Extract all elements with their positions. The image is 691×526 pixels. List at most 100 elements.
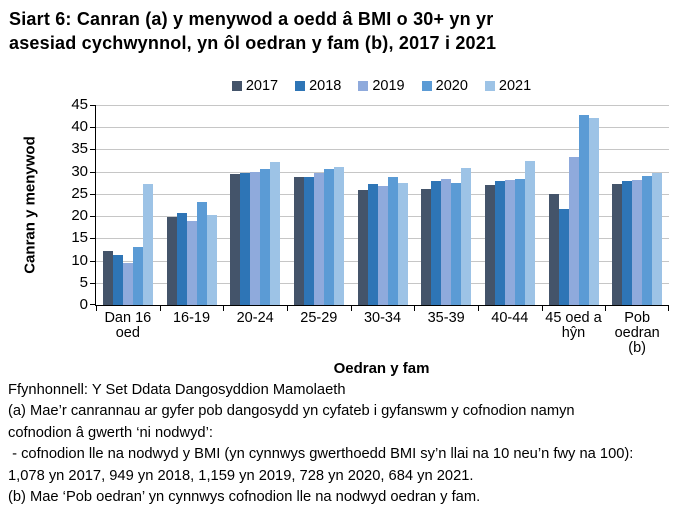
bar <box>357 190 368 305</box>
y-axis-tick-label: 35 <box>71 140 88 158</box>
x-axis-category-label: 35-39 <box>427 310 465 326</box>
legend-swatch-icon <box>295 81 306 91</box>
y-axis-tick-label: 20 <box>71 207 88 225</box>
x-axis-title: Oedran y fam <box>333 360 430 377</box>
x-axis-category-label: 30-34 <box>363 310 402 326</box>
bar <box>642 176 653 305</box>
bar <box>166 216 177 305</box>
legend-swatch-icon <box>358 81 369 91</box>
bar <box>578 114 589 305</box>
bar <box>431 181 442 305</box>
y-axis-tick <box>90 238 95 240</box>
x-axis-category-label: 45 oed a hŷn <box>545 310 602 341</box>
bar <box>568 157 579 305</box>
footnote-a-line-1: (a) Mae’r canrannau ar gyfer pob dangosy… <box>8 403 575 420</box>
x-axis-tick <box>350 306 352 311</box>
legend-swatch-icon <box>231 81 242 91</box>
bar <box>333 167 344 305</box>
bar <box>387 177 398 305</box>
y-axis-tick <box>90 171 95 173</box>
y-axis-tick <box>90 127 95 129</box>
chart-title: Siart 6: Canran (a) y menywod a oedd â B… <box>9 7 687 55</box>
bar <box>186 221 197 305</box>
bar <box>484 185 495 305</box>
gridline <box>96 127 669 129</box>
bar <box>461 167 472 305</box>
footnote-a-line-4: 1,078 yn 2017, 949 yn 2018, 1,159 yn 201… <box>8 467 474 484</box>
bar <box>441 178 452 305</box>
legend-item: 2019 <box>358 78 405 94</box>
bar <box>176 213 187 305</box>
bar <box>494 181 505 305</box>
bar <box>230 174 241 305</box>
bar <box>504 180 515 305</box>
legend-swatch-icon <box>484 81 495 91</box>
legend-label: 2020 <box>435 78 468 94</box>
bar <box>632 179 643 305</box>
x-axis-tick <box>541 306 543 311</box>
bar <box>293 177 304 305</box>
bar <box>142 184 153 305</box>
chart-title-line-1: Siart 6: Canran (a) y menywod a oedd â B… <box>9 9 494 29</box>
bar <box>313 173 324 305</box>
y-axis-tick <box>90 149 95 151</box>
y-axis-tick-label: 25 <box>71 184 88 202</box>
legend-label: 2019 <box>372 78 405 94</box>
bar <box>112 254 123 305</box>
footnote-a-line-2: cofnodion â gwerth ‘ni nodwyd’: <box>8 424 213 441</box>
y-axis-tick <box>90 193 95 195</box>
bar <box>270 162 281 305</box>
y-axis-tick <box>90 304 95 305</box>
gridline <box>96 105 669 106</box>
bar <box>377 186 388 305</box>
bar <box>102 251 113 305</box>
bar <box>196 201 207 305</box>
y-axis-tick <box>90 105 95 106</box>
bar <box>588 117 599 305</box>
legend-item: 2020 <box>421 78 468 94</box>
x-axis-category-label: 25-29 <box>300 310 338 326</box>
y-axis-title: Canran y menywod <box>21 136 39 274</box>
bar <box>250 171 261 305</box>
x-axis-category-label: 20-24 <box>236 310 274 326</box>
footnotes: Ffynhonnell: Y Set Ddata Dangosyddion Ma… <box>8 380 688 508</box>
legend-swatch-icon <box>421 81 432 91</box>
bar <box>548 194 559 305</box>
bar <box>514 179 525 305</box>
x-axis-tick <box>287 306 288 311</box>
y-axis-tick-label: 40 <box>71 118 88 136</box>
bar <box>122 262 133 305</box>
footnote-source: Ffynhonnell: Y Set Ddata Dangosyddion Ma… <box>8 382 346 398</box>
y-axis-tick-label: 10 <box>71 251 88 269</box>
x-axis-tick <box>414 306 416 311</box>
x-axis-tick <box>159 306 161 311</box>
y-axis-tick <box>90 216 95 218</box>
bar <box>451 182 462 305</box>
bar <box>622 181 633 305</box>
x-axis-category-label: Dan 16 oed <box>104 310 152 341</box>
bar <box>260 169 271 305</box>
x-axis-category-label: 40-44 <box>491 310 529 326</box>
legend-label: 2018 <box>309 78 342 94</box>
legend-item: 2018 <box>295 78 341 94</box>
bar <box>558 209 569 305</box>
footnote-a-line-3: - cofnodion lle na nodwyd y BMI (yn cynn… <box>8 446 634 463</box>
chart-title-line-2: asesiad cychwynnol, yn ôl oedran y fam (… <box>9 33 497 53</box>
x-axis-category-label: 16-19 <box>172 310 211 326</box>
y-axis-tick-label: 15 <box>71 229 88 247</box>
y-axis-tick-label: 5 <box>79 273 88 291</box>
bar <box>524 161 535 305</box>
x-axis-tick <box>478 306 479 311</box>
legend-label: 2021 <box>498 78 532 94</box>
bar <box>612 183 623 305</box>
y-axis-tick-label: 45 <box>71 96 88 113</box>
legend-label: 2017 <box>245 78 279 94</box>
y-axis-tick <box>90 282 95 284</box>
x-axis-category-label: Pob oedran (b) <box>614 310 660 356</box>
x-axis-tick <box>668 306 669 311</box>
y-axis-tick <box>90 260 95 262</box>
bar <box>397 182 408 305</box>
bar <box>367 184 378 305</box>
x-axis-tick <box>96 306 97 311</box>
